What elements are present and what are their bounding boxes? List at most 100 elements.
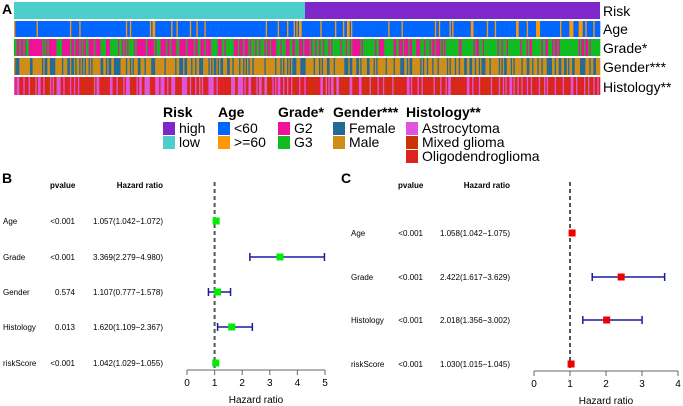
heatmap-cell <box>436 39 438 56</box>
heatmap-cell <box>572 39 574 56</box>
heatmap-cell <box>199 39 201 56</box>
heatmap-cell <box>252 58 255 75</box>
legend-swatch <box>278 136 290 149</box>
heatmap-cell <box>481 21 484 37</box>
heatmap-cell <box>32 77 35 95</box>
heatmap-cell <box>334 39 337 56</box>
heatmap-cell <box>124 58 127 75</box>
heatmap-cell <box>116 21 119 37</box>
heatmap-cell <box>576 77 578 95</box>
heatmap-cell <box>526 77 529 95</box>
heatmap-cell <box>581 21 583 37</box>
heatmap-cell <box>365 39 368 56</box>
heatmap-cell <box>573 21 575 37</box>
heatmap-cell <box>353 58 356 75</box>
heatmap-cell <box>161 21 164 37</box>
heatmap-cell <box>159 39 161 56</box>
heatmap-cell <box>89 58 92 75</box>
heatmap-cell <box>249 58 252 75</box>
heatmap-cell <box>384 58 386 75</box>
heatmap-cell <box>227 77 229 95</box>
heatmap-cell <box>185 77 188 95</box>
heatmap-cell <box>474 39 477 56</box>
heatmap-cell <box>410 77 413 95</box>
heatmap-cell <box>253 21 256 37</box>
heatmap-cell <box>72 58 75 75</box>
heatmap-cell <box>107 21 109 37</box>
heatmap-cell <box>25 39 28 56</box>
heatmap-cell <box>89 21 92 37</box>
heatmap-cell <box>305 39 308 56</box>
heatmap-cell <box>197 39 200 56</box>
heatmap-cell <box>47 39 49 56</box>
heatmap-cell <box>292 58 294 75</box>
heatmap-cell <box>68 58 71 75</box>
heatmap-cell <box>452 77 454 95</box>
heatmap-cell <box>422 77 425 95</box>
heatmap-cell <box>337 39 340 56</box>
heatmap-cell <box>41 21 44 37</box>
heatmap-cell <box>408 58 410 75</box>
heatmap-cell <box>141 21 144 37</box>
heatmap-cell <box>112 39 115 56</box>
heatmap-cell <box>317 77 320 95</box>
heatmap-cell <box>406 58 409 75</box>
heatmap-cell <box>550 21 553 37</box>
heatmap-cell <box>59 58 61 75</box>
heatmap-cell <box>541 21 544 37</box>
heatmap-cell <box>80 21 83 37</box>
heatmap-cell <box>255 39 257 56</box>
heatmap-cell <box>35 77 37 95</box>
heatmap-cell <box>444 58 446 75</box>
heatmap-cell <box>124 21 127 37</box>
heatmap-cell <box>309 77 312 95</box>
heatmap-cell <box>139 21 141 37</box>
heatmap-cell <box>168 58 171 75</box>
heatmap-row-2 <box>14 39 601 56</box>
heatmap-cell <box>584 39 586 56</box>
heatmap-cell <box>292 77 294 95</box>
heatmap-cell <box>96 77 99 95</box>
heatmap-cell <box>528 21 530 37</box>
heatmap-cell <box>310 39 313 56</box>
heatmap-cell <box>169 39 172 56</box>
heatmap-cell <box>389 21 392 37</box>
heatmap-cell <box>107 58 109 75</box>
heatmap-cell <box>574 58 577 75</box>
heatmap-cell <box>521 21 524 37</box>
heatmap-cell <box>390 21 393 37</box>
heatmap-cell <box>288 58 290 75</box>
heatmap-cell <box>537 21 540 37</box>
legend-title: Age <box>218 104 245 120</box>
heatmap-cell <box>348 21 350 37</box>
heatmap-cell <box>541 58 544 75</box>
heatmap-cell <box>36 21 39 37</box>
heatmap-cell <box>344 77 346 95</box>
heatmap-cell <box>49 58 52 75</box>
heatmap-cell <box>101 21 104 37</box>
heatmap-cell <box>220 21 223 37</box>
heatmap-cell <box>120 58 123 75</box>
heatmap-cell <box>357 77 360 95</box>
heatmap-cell <box>187 21 189 37</box>
heatmap-cell <box>464 39 466 56</box>
heatmap-cell <box>27 21 29 37</box>
heatmap-cell <box>485 39 488 56</box>
heatmap-cell <box>232 77 235 95</box>
heatmap-cell <box>268 39 271 56</box>
heatmap-cell <box>232 39 235 56</box>
heatmap-cell <box>212 58 215 75</box>
heatmap-cell <box>263 21 265 37</box>
heatmap-cell <box>597 77 599 95</box>
heatmap-cell <box>536 77 538 95</box>
heatmap-cell <box>280 21 282 37</box>
heatmap-cell <box>212 39 215 56</box>
heatmap-cell <box>493 77 496 95</box>
heatmap-cell <box>81 77 84 95</box>
heatmap-cell <box>307 21 309 37</box>
heatmap-cell <box>504 21 506 37</box>
heatmap-cell <box>241 21 244 37</box>
heatmap-cell <box>35 21 37 37</box>
heatmap-cell <box>460 21 462 37</box>
heatmap-cell <box>490 21 493 37</box>
